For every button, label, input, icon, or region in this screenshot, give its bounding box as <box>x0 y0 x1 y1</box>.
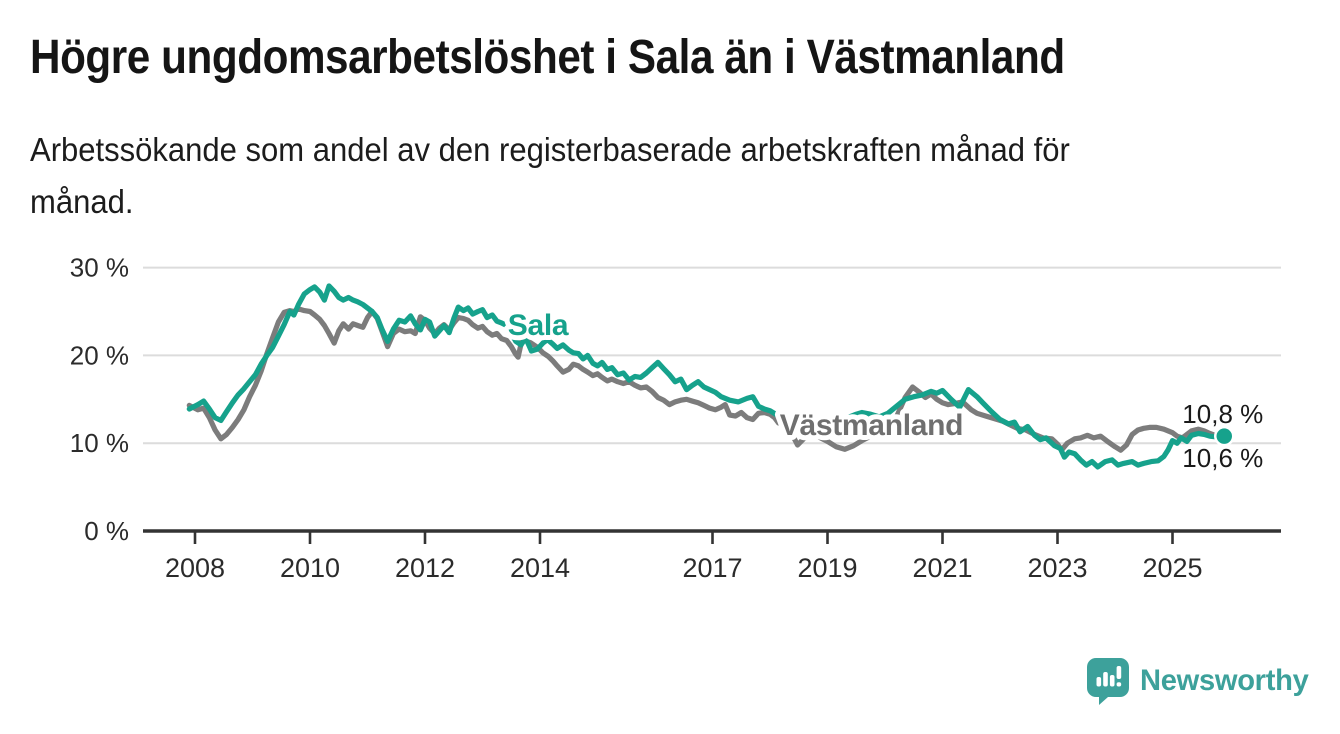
x-tick-label-2025: 2025 <box>1142 553 1202 583</box>
subtitle-line-1: Arbetssökande som andel av den registerb… <box>30 131 1070 168</box>
y-tick-label-0: 0 % <box>84 516 129 546</box>
x-tick-label-2019: 2019 <box>797 553 857 583</box>
y-tick-label-10: 10 % <box>70 428 129 458</box>
x-tick-label-2008: 2008 <box>165 553 225 583</box>
series-label-vstmanland: Västmanland <box>780 409 963 442</box>
x-tick-label-2017: 2017 <box>682 553 742 583</box>
vstmanland-line <box>186 306 1227 453</box>
end-value-label-sala: 10,8 % <box>1182 399 1263 429</box>
end-value-label-vstmanland: 10,6 % <box>1182 443 1263 473</box>
newsworthy-bubble-icon <box>1087 658 1129 705</box>
y-tick-label-30: 30 % <box>70 253 129 283</box>
page-title: Högre ungdomsarbetslöshet i Sala än i Vä… <box>30 31 1065 84</box>
chart-subtitle: Arbetssökande som andel av den registerb… <box>30 124 1070 228</box>
x-tick-label-2014: 2014 <box>510 553 570 583</box>
x-tick-label-2023: 2023 <box>1027 553 1087 583</box>
sala-line <box>186 283 1227 470</box>
x-tick-label-2012: 2012 <box>395 553 455 583</box>
circle: latest-value-dot-sala <box>1214 425 1235 447</box>
newsworthy-logo-link[interactable]: Newsworthy <box>1086 657 1314 705</box>
newsworthy-wordmark: Newsworthy <box>1140 664 1309 697</box>
series-label-sala: Sala <box>508 309 569 342</box>
y-tick-label-20: 20 % <box>70 340 129 370</box>
subtitle-line-2: månad. <box>30 183 134 221</box>
x-tick-label-2010: 2010 <box>280 553 340 583</box>
x-tick-label-2021: 2021 <box>912 553 972 583</box>
